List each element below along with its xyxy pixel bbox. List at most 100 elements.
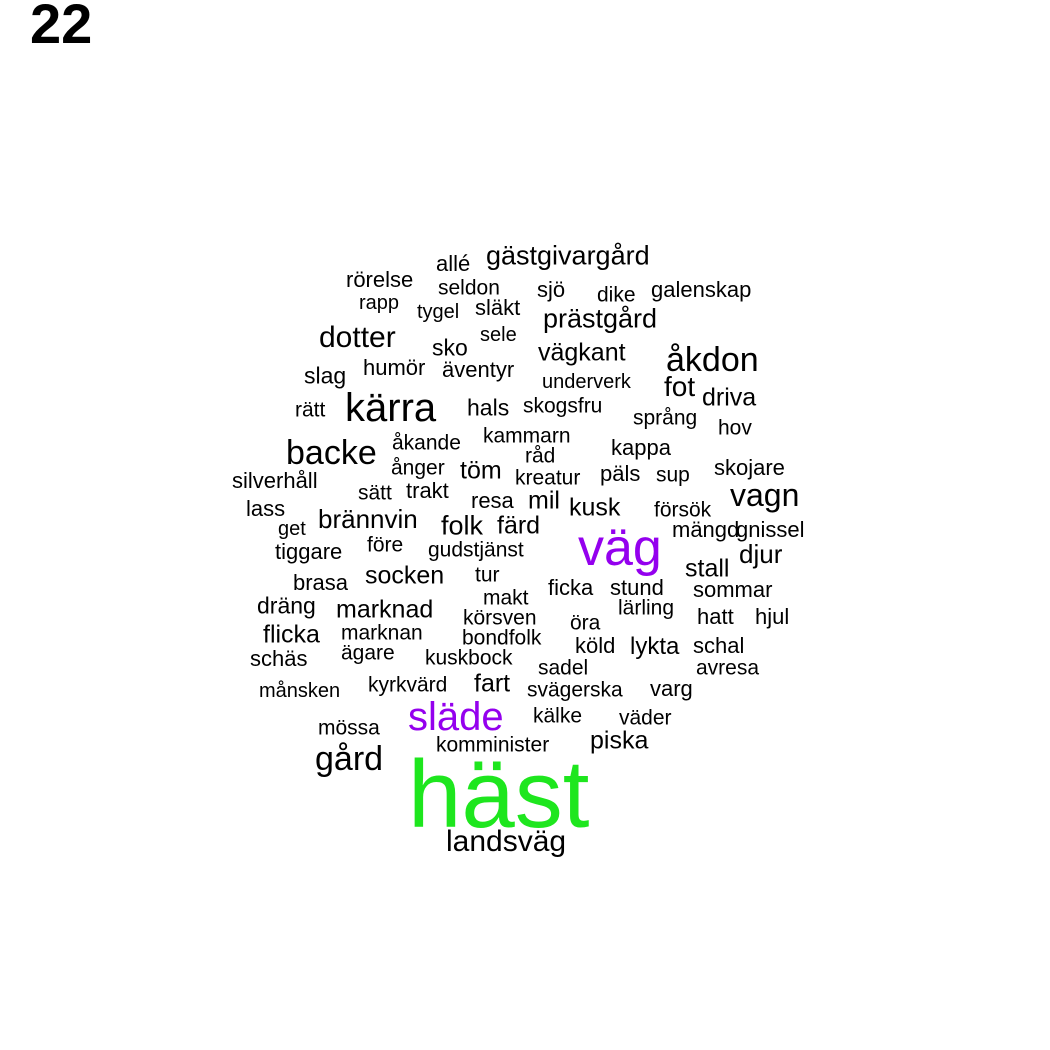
cloud-word: lass [246, 496, 286, 521]
cloud-word: gudstjänst [428, 538, 524, 562]
cloud-word: gård [315, 740, 384, 778]
cloud-word: dotter [319, 321, 396, 354]
cloud-word: makt [483, 586, 529, 610]
cloud-word: resa [471, 488, 514, 513]
cloud-word: vägkant [538, 338, 626, 367]
cloud-word: mil [528, 486, 560, 515]
cloud-word: mängd [672, 517, 740, 542]
cloud-word: sup [656, 463, 690, 487]
cloud-word: lykta [630, 633, 680, 660]
cloud-word: tygel [417, 301, 460, 323]
cloud-word: trakt [406, 478, 449, 503]
cloud-word: schäs [250, 646, 308, 671]
cloud-word: kreatur [515, 466, 581, 490]
cloud-word: släde [408, 695, 504, 739]
cloud-word: skojare [714, 455, 785, 480]
cloud-word: seldon [438, 276, 500, 300]
cloud-word: sele [480, 324, 517, 346]
cloud-word: ficka [548, 575, 594, 600]
cloud-word: hals [467, 394, 510, 421]
cloud-word: äventyr [442, 357, 515, 382]
cloud-word: råd [525, 444, 556, 468]
cloud-word: underverk [542, 371, 631, 393]
cloud-word: bondfolk [462, 626, 542, 650]
cloud-word: dike [597, 283, 636, 307]
cloud-word: åkdon [666, 341, 759, 379]
cloud-word: färd [497, 511, 541, 540]
cloud-word: tiggare [275, 539, 343, 564]
cloud-word: väg [578, 519, 662, 577]
cloud-word: rätt [295, 398, 326, 422]
cloud-word: silverhåll [232, 468, 318, 493]
cloud-word: hov [718, 416, 752, 440]
cloud-word: prästgård [543, 303, 658, 334]
cloud-word: kyrkvärd [368, 673, 448, 697]
cloud-word: språng [633, 406, 698, 430]
cloud-word: dräng [257, 592, 316, 619]
cloud-word: häst [408, 741, 590, 848]
cloud-word: päls [600, 461, 641, 486]
cloud-word: kuskbock [425, 646, 513, 670]
cloud-word: galenskap [651, 277, 752, 302]
cloud-word: körsven [463, 606, 537, 630]
cloud-word: sommar [693, 577, 773, 602]
cloud-word: släkt [475, 295, 521, 320]
cloud-word: gnissel [736, 517, 805, 542]
cloud-word: get [278, 518, 306, 540]
cloud-word: kappa [611, 435, 671, 460]
cloud-word: försök [654, 498, 712, 522]
cloud-word: avresa [696, 656, 760, 680]
cloud-word: humör [363, 355, 426, 380]
cloud-word: kammarn [483, 424, 571, 448]
cloud-word: kärra [345, 386, 437, 430]
cloud-word: svägerska [527, 678, 623, 702]
cloud-word: marknad [336, 595, 434, 624]
cloud-word: rörelse [346, 267, 414, 292]
cloud-word: sätt [358, 481, 392, 505]
cloud-word: åkande [392, 431, 461, 455]
cloud-word: sko [432, 334, 468, 361]
cloud-word: hatt [697, 604, 734, 629]
cloud-word: allé [436, 251, 471, 276]
cloud-word: fot [664, 371, 696, 402]
cloud-word: komminister [436, 733, 550, 757]
cloud-word: gästgivargård [486, 240, 650, 271]
cloud-word: stall [685, 554, 730, 583]
cloud-word: fart [474, 669, 511, 698]
cloud-word: kusk [569, 493, 621, 522]
cloud-word: driva [702, 383, 757, 412]
cloud-word: vagn [730, 477, 800, 513]
cloud-word: lärling [618, 596, 675, 620]
cloud-word: brännvin [318, 504, 418, 534]
cloud-word: kälke [533, 704, 583, 728]
cloud-word: marknan [341, 621, 423, 645]
cloud-word: folk [441, 510, 484, 541]
cloud-word: hjul [755, 604, 790, 629]
cloud-word: socken [365, 561, 445, 590]
cloud-word: flicka [263, 620, 320, 649]
cloud-word: schal [693, 633, 745, 658]
cloud-word: stund [610, 575, 664, 600]
cloud-word: tur [475, 563, 500, 587]
cloud-word: backe [286, 434, 377, 472]
cloud-word: mössa [318, 716, 380, 740]
cloud-word: sjö [537, 277, 566, 302]
cloud-word: töm [460, 456, 502, 485]
cloud-word: djur [739, 539, 783, 569]
figure-number: 22 [30, 0, 93, 55]
cloud-word: skogsfru [523, 394, 603, 418]
cloud-word: slag [304, 362, 347, 389]
cloud-word: rapp [359, 292, 400, 314]
cloud-word: väder [619, 706, 672, 730]
cloud-word: brasa [293, 570, 349, 595]
cloud-word: sadel [538, 656, 589, 680]
cloud-word: varg [650, 676, 693, 701]
cloud-word: före [367, 533, 404, 557]
cloud-word: ägare [341, 641, 395, 665]
cloud-word: öra [570, 611, 601, 635]
cloud-word: månsken [259, 680, 341, 702]
cloud-word: köld [575, 633, 616, 658]
cloud-word: ånger [391, 456, 445, 480]
cloud-word: landsväg [446, 825, 567, 858]
